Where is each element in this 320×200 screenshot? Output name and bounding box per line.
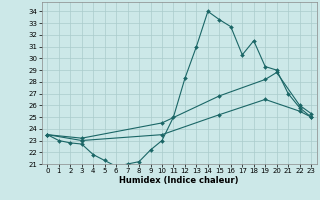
X-axis label: Humidex (Indice chaleur): Humidex (Indice chaleur) (119, 176, 239, 185)
